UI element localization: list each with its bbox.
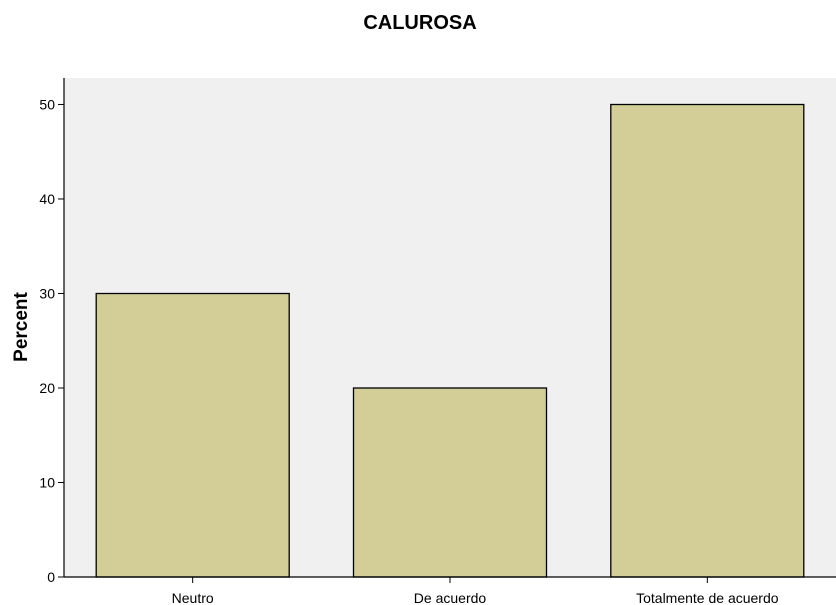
y-tick-label: 0 <box>47 569 55 585</box>
y-tick-label: 10 <box>39 474 55 490</box>
y-tick-label: 50 <box>39 96 55 112</box>
x-tick-label: De acuerdo <box>414 590 487 605</box>
bar-neutro <box>95 292 290 578</box>
y-axis-label: Percent <box>11 291 32 361</box>
chart-title: CALUROSA <box>363 12 476 34</box>
axes-layer: Neutro De acuerdo Totalmente de acuerdo 0 10… <box>39 78 836 605</box>
x-tick-label: Totalmente de acuerdo <box>636 590 779 605</box>
y-tick-label: 20 <box>39 380 55 396</box>
bars-layer <box>95 103 805 578</box>
x-tick-label: Neutro <box>172 590 214 605</box>
y-tick-label: 30 <box>39 285 55 301</box>
y-tick-label: 40 <box>39 191 55 207</box>
bar-totalmente-de-acuerdo <box>610 103 805 578</box>
bar-de-acuerdo <box>352 387 548 578</box>
